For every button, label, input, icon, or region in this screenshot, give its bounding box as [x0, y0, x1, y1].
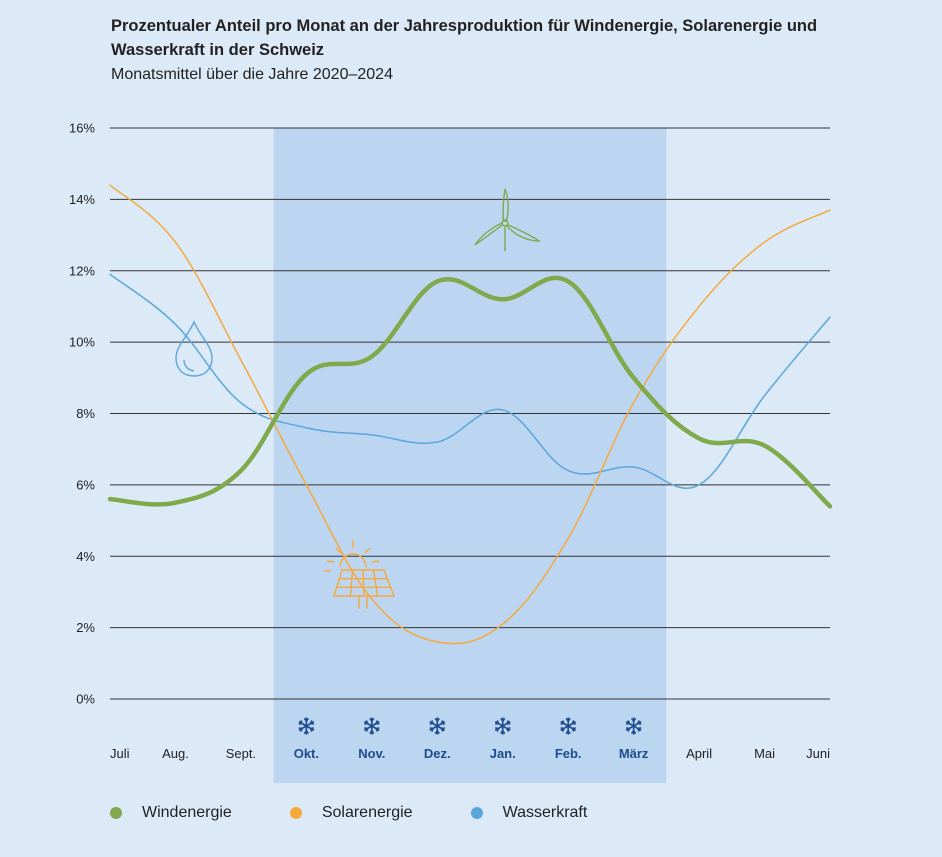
y-tick-label: 16%: [69, 121, 95, 136]
legend-label-windenergie: Windenergie: [142, 804, 232, 821]
solar-panel-icon: [324, 540, 396, 609]
x-tick-label: Juni: [806, 746, 830, 761]
x-tick-label: Jan.: [490, 746, 516, 761]
legend-label-solarenergie: Solarenergie: [321, 804, 413, 821]
chart-title: Prozentualer Anteil pro Monat an der Jah…: [111, 17, 818, 59]
x-tick-label: Feb.: [555, 746, 582, 761]
x-tick-label: März: [619, 746, 649, 761]
legend-item-solarenergie: Solarenergie: [289, 804, 413, 822]
series-line-wasserkraft: [109, 273, 831, 489]
water-drop-icon: [175, 320, 213, 377]
y-tick-label: 12%: [69, 263, 95, 278]
legend-label-wasserkraft: Wasserkraft: [502, 804, 588, 821]
y-axis-ticks: 0% 2% 4% 6% 8% 10% 12% 14% 16%: [69, 121, 95, 707]
y-tick-label: 2%: [76, 620, 95, 635]
snowflake-row: [298, 717, 642, 735]
wind-turbine-icon: [474, 188, 542, 251]
snowflake-icon: [560, 717, 576, 735]
snowflake-icon: [364, 717, 380, 735]
snowflake-icon: [625, 717, 642, 735]
legend-item-windenergie: Windenergie: [110, 804, 232, 822]
y-tick-label: 14%: [69, 192, 95, 207]
y-tick-label: 6%: [76, 477, 95, 492]
series-line-windenergie: [107, 275, 833, 509]
chart-subtitle: Monatsmittel über die Jahre 2020–2024: [111, 66, 393, 83]
winter-band: [273, 128, 667, 783]
snowflake-icon: [429, 717, 446, 735]
x-tick-label: Dez.: [424, 746, 451, 761]
legend-dot-solarenergie: [289, 807, 302, 819]
y-tick-label: 10%: [69, 335, 95, 350]
x-tick-label: Mai: [754, 746, 775, 761]
x-tick-label: April: [686, 746, 712, 761]
y-tick-label: 4%: [76, 549, 95, 564]
x-tick-label: Nov.: [358, 746, 385, 761]
x-axis-ticks: Juli Aug. Sept. Okt. Nov. Dez. Jan. Feb. März Apr…: [110, 746, 830, 761]
snowflake-icon: [494, 717, 511, 735]
y-tick-label: 8%: [76, 406, 95, 421]
series-line-solarenergie: [109, 184, 831, 645]
x-tick-label: Sept.: [226, 746, 256, 761]
x-tick-label: Aug.: [162, 746, 189, 761]
y-tick-label: 0%: [76, 692, 95, 707]
x-tick-label: Juli: [110, 746, 130, 761]
legend: Windenergie Solarenergie Wasserkraft: [110, 801, 645, 825]
legend-item-wasserkraft: Wasserkraft: [470, 804, 588, 822]
snowflake-icon: [298, 717, 315, 735]
grid-lines: [110, 127, 830, 700]
legend-dot-windenergie: [110, 807, 122, 819]
x-tick-label: Okt.: [294, 746, 319, 761]
legend-dot-wasserkraft: [470, 807, 483, 819]
series-lines: [107, 184, 833, 645]
